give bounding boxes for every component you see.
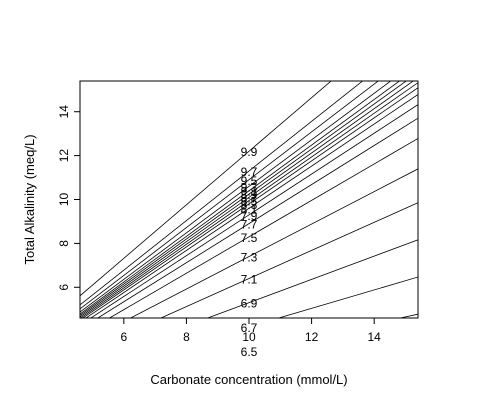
isopleth-label-9.3: 9.3 — [241, 180, 258, 194]
x-tick-label: 12 — [305, 330, 319, 344]
isopleth-label-9.9: 9.9 — [241, 145, 258, 159]
x-axis: 6 8 10 12 14 — [120, 318, 381, 344]
x-tick-label: 6 — [120, 330, 127, 344]
isopleth-label-6.7: 6.7 — [241, 321, 258, 335]
isopleth-label-7.7: 7.7 — [241, 218, 258, 232]
isopleth-label-7.1: 7.1 — [241, 273, 258, 287]
isopleth-label-8.5: 8.5 — [241, 195, 258, 209]
y-tick-label: 10 — [57, 193, 71, 207]
y-axis-label: Total Alkalinity (meq/L) — [22, 134, 37, 264]
isopleth-label-8.3: 8.3 — [241, 198, 258, 212]
isopleth-label-7.3: 7.3 — [241, 251, 258, 265]
isopleth-line-6.9 — [206, 239, 418, 318]
isopleth-label-9.5: 9.5 — [241, 174, 258, 188]
isopleth-label-8.7: 8.7 — [241, 191, 258, 205]
isopleth-label-9.7: 9.7 — [241, 165, 258, 179]
y-tick-label: 14 — [57, 105, 71, 119]
y-tick-label: 6 — [57, 284, 71, 291]
y-tick-label: 12 — [57, 149, 71, 163]
isopleth-label-7.9: 7.9 — [241, 209, 258, 223]
isopleth-label-6.5: 6.5 — [241, 345, 258, 359]
isopleth-label-7.5: 7.5 — [241, 231, 258, 245]
x-tick-label: 8 — [183, 330, 190, 344]
isopleth-line-6.7 — [277, 276, 418, 318]
y-axis: 6 8 10 12 14 — [57, 105, 80, 291]
x-tick-label: 14 — [368, 330, 382, 344]
x-tick-label: 10 — [242, 330, 256, 344]
isopleth-label-6.9: 6.9 — [241, 297, 258, 311]
isopleth-label-8.9: 8.9 — [241, 188, 258, 202]
y-tick-label: 8 — [57, 240, 71, 247]
isopleth-labels: 6.56.76.97.17.37.57.77.98.18.38.58.78.99… — [241, 145, 258, 359]
x-axis-label: Carbonate concentration (mmol/L) — [150, 372, 347, 387]
isopleth-label-8.1: 8.1 — [241, 202, 258, 216]
isopleth-label-9.1: 9.1 — [241, 185, 258, 199]
isopleth-line-6.5 — [398, 313, 418, 318]
